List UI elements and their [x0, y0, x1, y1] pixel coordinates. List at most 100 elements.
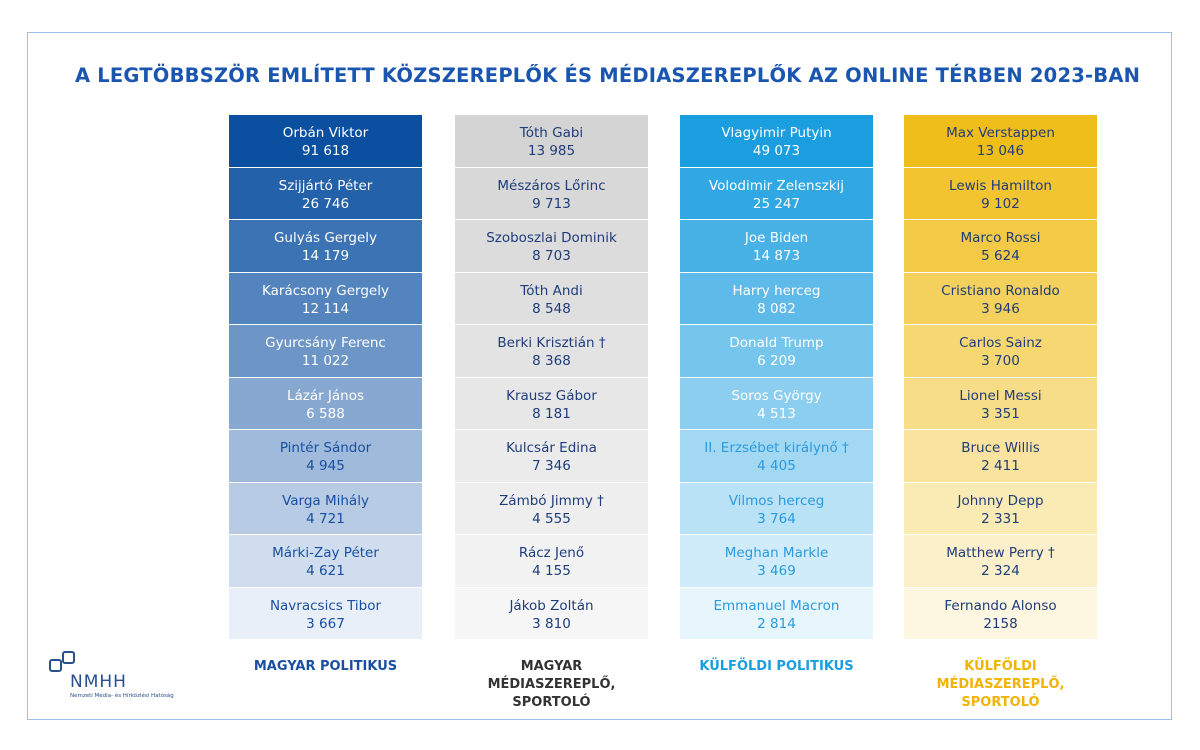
person-name: Szijjártó Péter: [278, 177, 373, 194]
cell: Emmanuel Macron 2 814: [680, 587, 873, 639]
cell: Vilmos herceg 3 764: [680, 482, 873, 534]
cell: Fernando Alonso 2158: [904, 587, 1097, 639]
cell: Karácsony Gergely 12 114: [229, 272, 422, 324]
cell: Orbán Viktor 91 618: [229, 115, 422, 167]
person-name: Tóth Andi: [520, 282, 583, 299]
person-name: Rácz Jenő: [518, 545, 585, 561]
person-name: Max Verstappen: [946, 125, 1055, 141]
person-name: Lázár János: [286, 387, 365, 404]
cell: Berki Krisztián † 8 368: [455, 325, 648, 377]
cell: Márki-Zay Péter 4 621: [229, 535, 422, 587]
person-name: Kulcsár Edina: [506, 440, 597, 456]
person-name: Carlos Sainz: [959, 335, 1042, 351]
cell: Szijjártó Péter 26 746: [229, 167, 422, 219]
mention-count: 4 555: [532, 510, 571, 527]
cell: Krausz Gábor 8 181: [455, 377, 648, 429]
cell: Joe Biden 14 873: [680, 220, 873, 272]
person-name: Marco Rossi: [960, 230, 1041, 246]
person-name: Zámbó Jimmy †: [499, 492, 604, 509]
logo-icon: [49, 651, 75, 672]
person-name: Lewis Hamilton: [949, 177, 1052, 194]
person-name: Soros György: [731, 387, 822, 404]
mention-count: 2 814: [757, 615, 796, 632]
cell: Meghan Markle 3 469: [680, 535, 873, 587]
column-label: MAGYAR MÉDIASZEREPLŐ, SPORTOLÓ: [487, 659, 616, 710]
mention-count: 9 713: [532, 195, 571, 212]
mention-count: 6 588: [306, 405, 345, 422]
title: A LEGTÖBBSZÖR EMLÍTETT KÖZSZEREPLŐK ÉS M…: [75, 64, 1141, 87]
mention-count: 5 624: [981, 248, 1020, 264]
mention-count: 91 618: [301, 143, 350, 159]
mention-count: 4 155: [532, 563, 571, 579]
cell: Vlagyimir Putyin 49 073: [680, 115, 873, 167]
cell: Kulcsár Edina 7 346: [455, 430, 648, 482]
mention-count: 26 746: [301, 195, 350, 212]
mention-count: 6 209: [757, 353, 796, 369]
cell: Donald Trump 6 209: [680, 325, 873, 377]
person-name: Volodimir Zelenszkij: [708, 177, 845, 194]
mention-count: 4 621: [306, 563, 345, 579]
person-name: Harry herceg: [732, 282, 821, 299]
cell: Lázár János 6 588: [229, 377, 422, 429]
cell: Bruce Willis 2 411: [904, 430, 1097, 482]
frame: [27, 32, 1172, 720]
cell: Volodimir Zelenszkij 25 247: [680, 167, 873, 219]
cell: Pintér Sándor 4 945: [229, 430, 422, 482]
mention-count: 3 946: [981, 300, 1020, 317]
mention-count: 3 469: [757, 563, 796, 579]
cell: Navracsics Tibor 3 667: [229, 587, 422, 639]
person-name: Gulyás Gergely: [273, 230, 378, 246]
person-name: Szoboszlai Dominik: [486, 230, 617, 246]
person-name: Vilmos herceg: [728, 492, 825, 509]
person-name: Gyurcsány Ferenc: [265, 335, 386, 351]
person-name: Tóth Gabi: [519, 125, 584, 141]
column: Tóth Gabi 13 985 Mészáros Lőrinc 9 713 Szobo…: [455, 115, 648, 640]
mention-count: 13 046: [976, 143, 1025, 159]
person-name: Vlagyimir Putyin: [721, 125, 832, 141]
mention-count: 3 764: [757, 510, 796, 527]
person-name: Márki-Zay Péter: [272, 545, 379, 561]
person-name: Fernando Alonso: [944, 597, 1057, 614]
cell: Gyurcsány Ferenc 11 022: [229, 325, 422, 377]
mention-count: 8 082: [757, 300, 796, 317]
mention-count: 2 331: [981, 510, 1020, 527]
column: Vlagyimir Putyin 49 073 Volodimir Zelenszk…: [680, 115, 873, 640]
cell: Jákob Zoltán 3 810: [455, 587, 648, 639]
person-name: Berki Krisztián †: [497, 335, 606, 351]
person-name: Emmanuel Macron: [713, 597, 840, 614]
mention-count: 2158: [983, 615, 1018, 632]
cell: Matthew Perry † 2 324: [904, 535, 1097, 587]
mention-count: 14 873: [752, 248, 801, 264]
mention-count: 8 703: [532, 248, 571, 264]
cell: Max Verstappen 13 046: [904, 115, 1097, 167]
cell: Varga Mihály 4 721: [229, 482, 422, 534]
cell: Soros György 4 513: [680, 377, 873, 429]
cell: Rácz Jenő 4 155: [455, 535, 648, 587]
cell: Marco Rossi 5 624: [904, 220, 1097, 272]
person-name: II. Erzsébet királynő †: [704, 440, 849, 456]
cell: Johnny Depp 2 331: [904, 482, 1097, 534]
cell: Mészáros Lőrinc 9 713: [455, 167, 648, 219]
mention-count: 9 102: [981, 195, 1020, 212]
mention-count: 4 721: [306, 510, 345, 527]
cell: Szoboszlai Dominik 8 703: [455, 220, 648, 272]
cell: II. Erzsébet királynő † 4 405: [680, 430, 873, 482]
mention-count: 7 346: [532, 458, 571, 474]
person-name: Pintér Sándor: [279, 440, 372, 456]
mention-count: 8 548: [532, 300, 571, 317]
mention-count: 25 247: [752, 195, 801, 212]
cell: Lewis Hamilton 9 102: [904, 167, 1097, 219]
column-label: KÜLFÖLDI MÉDIASZEREPLŐ, SPORTOLÓ: [936, 659, 1065, 710]
person-name: Joe Biden: [744, 230, 809, 246]
mention-count: 8 368: [532, 353, 571, 369]
person-name: Meghan Markle: [724, 545, 829, 561]
mention-count: 2 411: [981, 458, 1020, 474]
mention-count: 4 513: [757, 405, 796, 422]
cell: Lionel Messi 3 351: [904, 377, 1097, 429]
cell: Tóth Gabi 13 985: [455, 115, 648, 167]
cell: Zámbó Jimmy † 4 555: [455, 482, 648, 534]
person-name: Krausz Gábor: [506, 387, 597, 404]
cell: Harry herceg 8 082: [680, 272, 873, 324]
person-name: Donald Trump: [729, 335, 824, 351]
person-name: Jákob Zoltán: [509, 597, 594, 614]
